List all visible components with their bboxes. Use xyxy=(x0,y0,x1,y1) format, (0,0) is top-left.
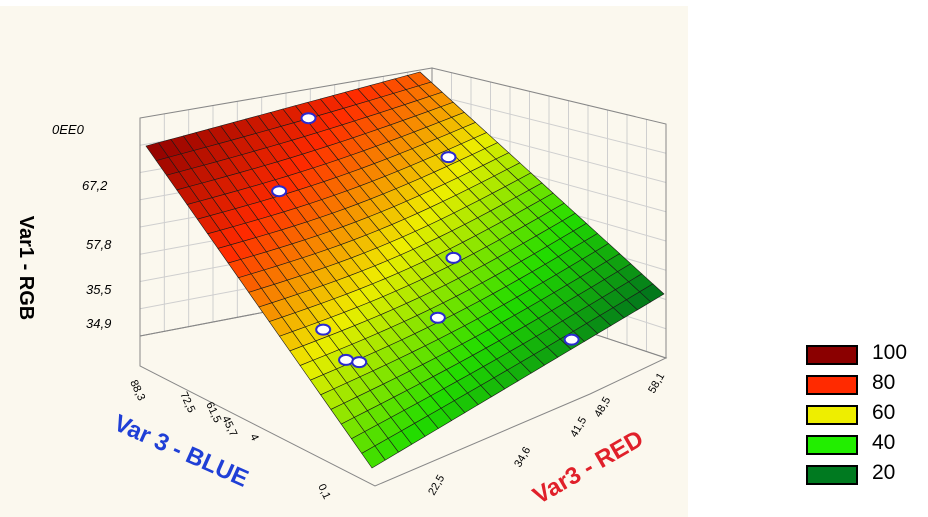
legend-item: 80 xyxy=(804,371,928,399)
data-point xyxy=(338,353,355,366)
legend-label: 40 xyxy=(872,431,896,454)
top-strip xyxy=(0,0,928,4)
legend-label: 60 xyxy=(872,401,896,424)
z-tick-label: 35,5 xyxy=(86,282,112,297)
x-tick-label: 34,6 xyxy=(512,445,533,470)
x-tick-label: 48,5 xyxy=(592,395,613,420)
data-point xyxy=(271,185,288,198)
data-point xyxy=(563,333,580,346)
data-point xyxy=(429,311,446,324)
legend-label: 80 xyxy=(872,371,896,394)
legend-swatch xyxy=(806,405,858,425)
legend-swatch xyxy=(806,375,858,395)
data-point xyxy=(300,112,317,125)
x-tick-label: 22,5 xyxy=(426,473,447,498)
z-tick-label: 34,9 xyxy=(86,316,111,331)
legend-label: 20 xyxy=(872,461,896,484)
surface-cell xyxy=(639,283,665,303)
legend-swatch xyxy=(806,435,858,455)
x-tick-label: 41,5 xyxy=(568,415,589,440)
z-tick-label: 67,2 xyxy=(82,178,108,193)
data-points xyxy=(271,112,580,369)
data-point xyxy=(315,323,332,336)
x-tick-label: 58,1 xyxy=(646,371,667,396)
legend-item: 60 xyxy=(804,401,928,429)
surface-plot: 0EE067,257,835,534,90,1445,761,572,588,3… xyxy=(15,67,668,510)
y-tick-label: 0,1 xyxy=(315,482,332,501)
legend-swatch xyxy=(806,465,858,485)
z-axis-label: Var1 - RGB xyxy=(15,216,37,320)
legend-swatch xyxy=(806,345,858,365)
x-axis-label: Var3 - RED xyxy=(528,425,648,510)
response-surface xyxy=(145,71,665,469)
z-tick-label: 0EE0 xyxy=(52,122,85,137)
legend: 100 80 60 40 20 xyxy=(804,341,928,495)
legend-item: 100 xyxy=(804,341,928,369)
data-point xyxy=(445,251,462,264)
y-tick-label: 88,3 xyxy=(127,378,147,402)
z-tick-label: 57,8 xyxy=(86,237,112,252)
y-tick-label: 4 xyxy=(247,432,260,443)
legend-item: 20 xyxy=(804,461,928,489)
data-point xyxy=(440,151,457,164)
legend-item: 40 xyxy=(804,431,928,459)
legend-label: 100 xyxy=(872,341,908,364)
data-point xyxy=(351,356,368,369)
